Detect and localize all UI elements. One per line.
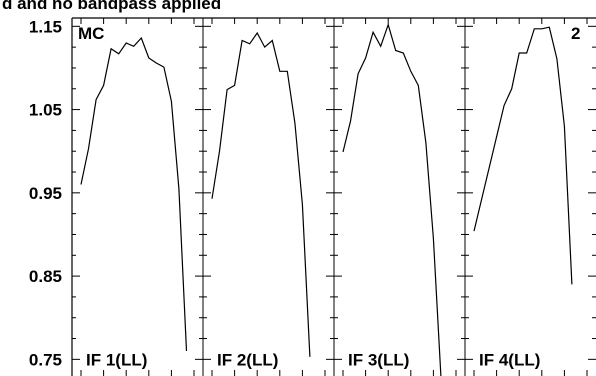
panel-label: IF 3(LL) [348, 350, 409, 369]
panel-label: IF 1(LL) [86, 350, 147, 369]
series-line [80, 36, 188, 352]
panel-labels: IF 1(LL) IF 2(LL) IF 3(LL) IF 4(LL) [86, 350, 540, 369]
series-line [473, 26, 573, 285]
top-right-label: 2 [571, 24, 580, 43]
series-line [342, 22, 442, 376]
panel-label: IF 4(LL) [479, 350, 540, 369]
y-tick-label: 1.05 [29, 101, 62, 120]
y-tick-label: 0.75 [29, 350, 62, 369]
series-line [211, 31, 311, 357]
y-tick-labels: 0.75 0.85 0.95 1.05 1.15 [29, 17, 62, 369]
top-left-label: MC [78, 24, 104, 43]
plot-frame [71, 17, 596, 376]
y-tick-label: 1.15 [29, 17, 62, 36]
series-lines [80, 22, 573, 376]
y-tick-label: 0.85 [29, 267, 62, 286]
y-tick-label: 0.95 [29, 184, 62, 203]
tick-marks [72, 18, 596, 376]
chart-title: d and no bandpass applied [2, 0, 221, 13]
panel-label: IF 2(LL) [217, 350, 278, 369]
